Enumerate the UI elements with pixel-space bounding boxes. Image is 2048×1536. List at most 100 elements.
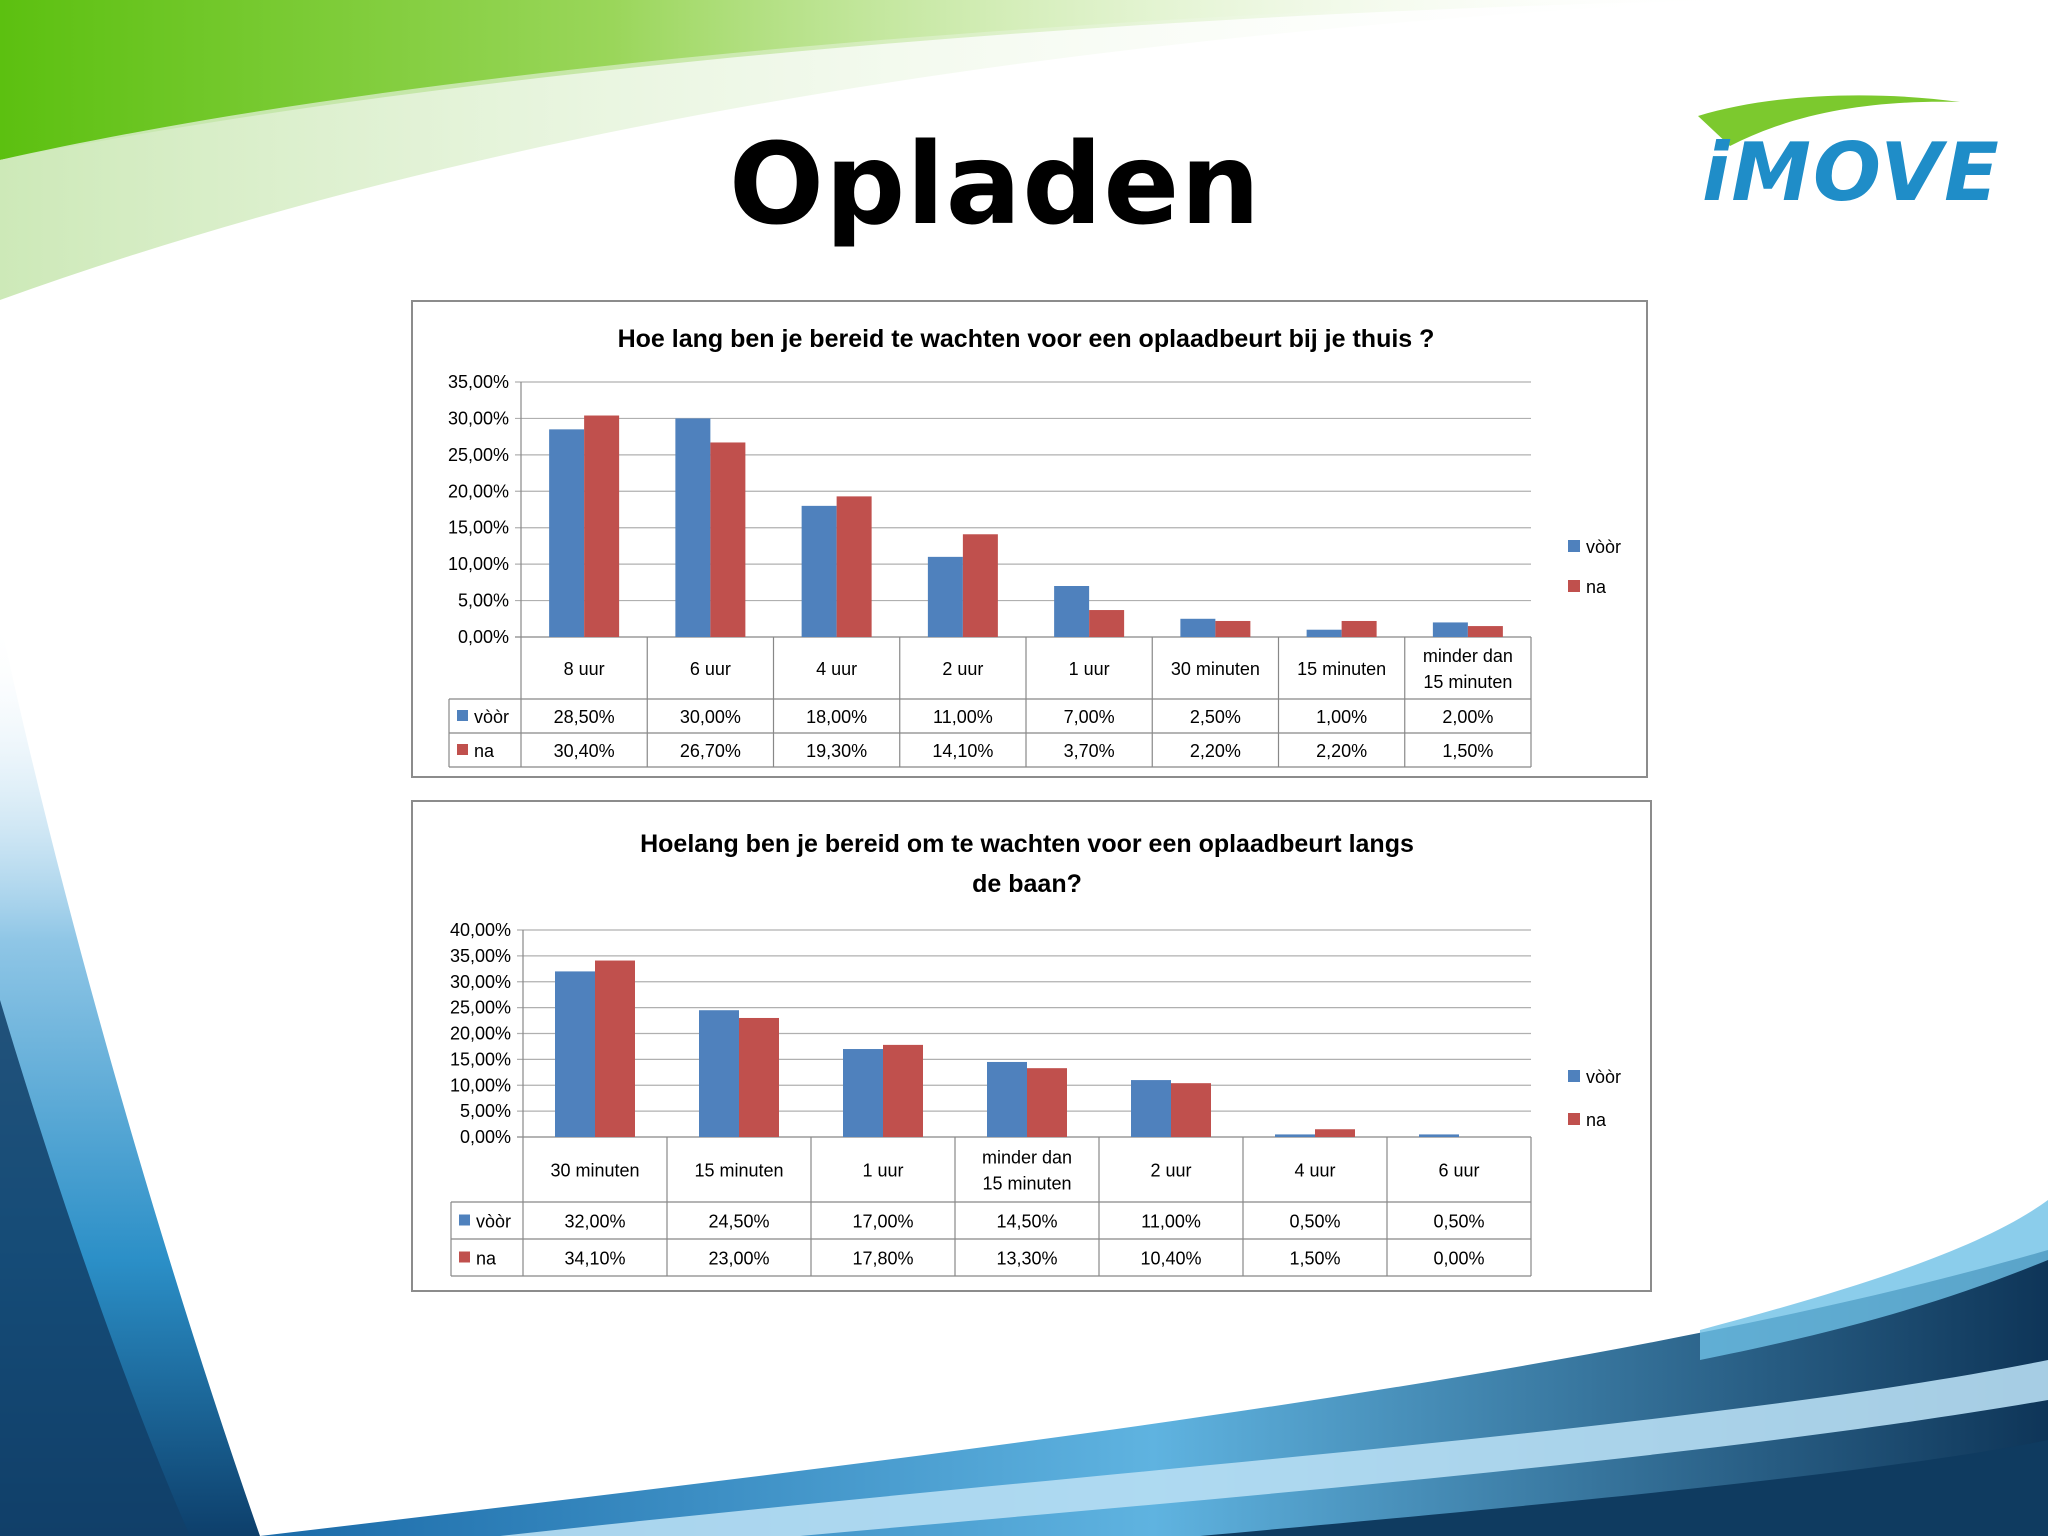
x-tick-label: 4 uur [816,659,857,679]
bar-voor [1306,629,1342,637]
data-label: 11,00% [1141,1212,1201,1232]
table-legend-key-voor [457,710,468,721]
green-swoosh [0,0,1750,160]
data-label: 28,50% [554,707,615,727]
chart-panel-road: Hoelang ben je bereid om te wachten voor… [411,800,1652,1292]
table-row-header: vòòr [474,707,509,727]
x-tick-label: 2 uur [942,659,983,679]
bar-na [836,496,872,637]
data-label: 30,00% [680,707,741,727]
x-tick-label: minder dan 15 minuten [982,1148,1072,1194]
legend-label: na [1586,577,1607,597]
data-label: 1,50% [1289,1249,1340,1269]
legend-key-na [1568,1113,1580,1125]
data-label: 24,50% [708,1212,769,1232]
data-label: 11,00% [933,707,993,727]
x-tick-label-line: 30 minuten [550,1161,639,1181]
data-label: 14,50% [996,1212,1057,1232]
x-tick-label: 15 minuten [1297,659,1386,679]
table-legend-key-na [459,1251,470,1263]
bar-na [1027,1068,1067,1137]
bar-voor [1275,1134,1315,1137]
y-tick-label: 25,00% [450,998,511,1018]
chart-home-charging: Hoe lang ben je bereid te wachten voor e… [448,325,1621,768]
data-label: 0,50% [1433,1212,1484,1232]
bar-na [962,534,998,637]
bar-voor [927,556,963,637]
data-label: 17,80% [852,1249,913,1269]
data-label: 14,10% [932,741,993,761]
x-tick-label: 1 uur [1069,659,1110,679]
bar-na [710,442,746,637]
y-tick-label: 5,00% [458,591,509,611]
bar-na [584,415,620,637]
x-tick-label: 6 uur [1438,1161,1479,1181]
x-tick-label-line: 8 uur [564,659,605,679]
bar-voor [555,971,595,1137]
x-tick-label-line: 15 minuten [1297,659,1386,679]
green-swoosh-light [0,0,1750,300]
y-tick-label: 10,00% [448,554,509,574]
bar-voor [987,1061,1027,1137]
data-label: 0,00% [1433,1249,1484,1269]
bar-voor [843,1049,883,1137]
x-tick-label-line: 6 uur [690,659,731,679]
imove-logo: iMOVE [1690,88,1999,219]
bar-voor [675,418,711,637]
y-tick-label: 35,00% [450,946,511,966]
legend-key-voor [1568,1070,1580,1082]
x-tick-label-line: 2 uur [942,659,983,679]
y-tick-label: 15,00% [450,1049,511,1069]
data-label: 32,00% [564,1212,625,1232]
chart-title-line: Hoelang ben je bereid om te wachten voor… [640,830,1414,858]
bar-voor [1419,1134,1459,1137]
bar-voor [1432,622,1468,637]
x-tick-label: 30 minuten [1171,659,1260,679]
x-tick-label-line: 30 minuten [1171,659,1260,679]
x-tick-label: minder dan 15 minuten [1423,646,1513,692]
x-tick-label: 30 minuten [550,1161,639,1181]
data-label: 34,10% [564,1249,625,1269]
data-label: 2,20% [1316,741,1367,761]
x-tick-label: 2 uur [1150,1161,1191,1181]
x-tick-label-line: 15 minuten [694,1161,783,1181]
x-tick-label-line: 1 uur [1069,659,1110,679]
data-label: 7,00% [1064,707,1115,727]
bar-na [1341,620,1377,637]
bar-voor [699,1010,739,1137]
data-label: 2,20% [1190,741,1241,761]
legend-key-na [1568,580,1580,592]
data-label: 1,50% [1442,741,1493,761]
chart-road-charging: Hoelang ben je bereid om te wachten voor… [450,830,1621,1277]
x-tick-label-line: 15 minuten [982,1174,1071,1194]
x-tick-label-line: 4 uur [816,659,857,679]
data-label: 10,40% [1140,1249,1201,1269]
x-tick-label: 4 uur [1294,1161,1335,1181]
bar-na [1315,1129,1355,1137]
x-tick-label-line: 4 uur [1294,1161,1335,1181]
data-label: 23,00% [708,1249,769,1269]
y-tick-label: 20,00% [448,481,509,501]
chart-title-line: de baan? [972,870,1082,898]
table-legend-key-na [457,744,468,755]
y-tick-label: 5,00% [460,1101,511,1121]
table-row-header: na [476,1249,497,1269]
table-row-header: na [474,741,495,761]
bar-na [595,960,635,1137]
legend-key-voor [1568,540,1580,552]
chart-title: Hoe lang ben je bereid te wachten voor e… [618,325,1435,353]
x-tick-label: 15 minuten [694,1161,783,1181]
data-label: 1,00% [1316,707,1367,727]
data-label: 2,00% [1442,707,1493,727]
blue-right-accent [1700,1200,2048,1360]
y-tick-label: 10,00% [450,1075,511,1095]
chart-panel-home: Hoe lang ben je bereid te wachten voor e… [411,300,1648,778]
y-tick-label: 0,00% [458,627,509,647]
y-tick-label: 40,00% [450,920,511,940]
legend-label: na [1586,1110,1607,1130]
blue-bottom-band [260,1250,2048,1536]
y-tick-label: 0,00% [460,1127,511,1147]
y-tick-label: 25,00% [448,445,509,465]
x-tick-label: 6 uur [690,659,731,679]
y-tick-label: 15,00% [448,518,509,538]
